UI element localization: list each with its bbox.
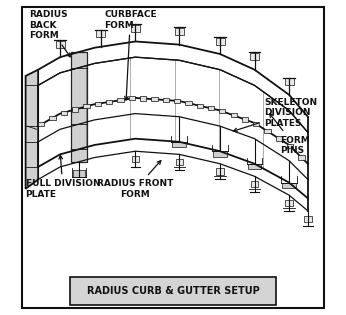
Bar (73, 170, 85, 177)
Bar (83, 104, 90, 108)
Bar (208, 106, 214, 111)
Bar (282, 183, 296, 188)
FancyBboxPatch shape (70, 277, 276, 305)
Bar (213, 151, 227, 157)
Bar (175, 28, 184, 35)
Bar (299, 156, 305, 159)
Bar (131, 25, 140, 32)
Bar (250, 53, 259, 60)
Bar (253, 122, 260, 126)
Bar (38, 122, 44, 126)
Bar (230, 113, 237, 117)
Bar (151, 97, 157, 101)
Bar (185, 101, 192, 105)
Bar (106, 100, 112, 104)
Bar (61, 111, 67, 115)
Bar (95, 102, 101, 106)
Bar (216, 169, 224, 175)
Text: SKELETON
DIVISION
PLATES: SKELETON DIVISION PLATES (234, 98, 317, 132)
Bar (129, 96, 135, 100)
Bar (175, 159, 183, 165)
Polygon shape (71, 52, 87, 162)
Bar (287, 144, 293, 148)
Bar (49, 116, 56, 120)
Bar (216, 37, 225, 44)
Bar (140, 96, 146, 100)
Bar (219, 109, 226, 113)
Bar (56, 41, 65, 48)
Bar (248, 164, 262, 169)
Text: RADIUS
BACK
FORM: RADIUS BACK FORM (29, 10, 70, 57)
Bar (174, 99, 180, 103)
Bar (197, 104, 203, 108)
Bar (251, 181, 258, 187)
Bar (72, 107, 79, 112)
Bar (304, 215, 312, 222)
Bar (264, 129, 271, 133)
Text: RADIUS FRONT
FORM: RADIUS FRONT FORM (97, 161, 174, 199)
Bar (242, 117, 248, 122)
Bar (284, 78, 293, 85)
Bar (285, 200, 293, 206)
Text: CURBFACE
FORM: CURBFACE FORM (104, 10, 157, 100)
Bar (163, 98, 169, 102)
Bar (96, 30, 106, 37)
Text: RADIUS CURB & GUTTER SETUP: RADIUS CURB & GUTTER SETUP (86, 286, 260, 296)
Text: FULL DIVISION
PLATE: FULL DIVISION PLATE (26, 155, 100, 199)
Text: FORM
PINS: FORM PINS (270, 114, 309, 155)
Polygon shape (26, 70, 38, 189)
Bar (117, 98, 124, 102)
Bar (276, 136, 282, 140)
Bar (131, 156, 139, 162)
Bar (172, 142, 186, 147)
